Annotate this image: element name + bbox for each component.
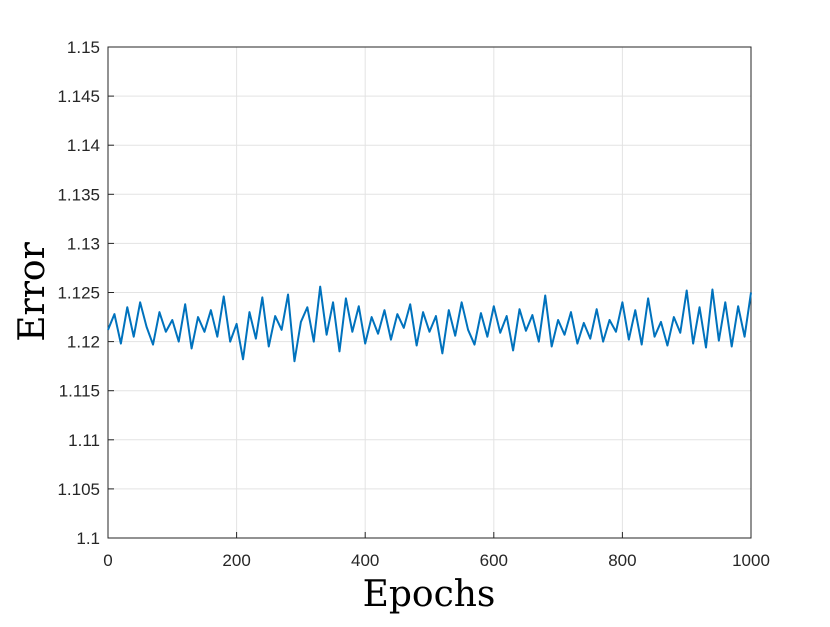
y-tick-label: 1.1 [76,529,100,548]
x-tick-label: 600 [480,551,508,570]
y-tick-label: 1.115 [59,382,100,401]
x-axis-label: Epochs [363,574,496,615]
y-tick-label: 1.13 [67,234,100,253]
y-tick-label: 1.11 [68,431,100,450]
x-tick-label: 200 [222,551,250,570]
x-tick-label: 0 [103,551,112,570]
data-line [107,285,752,363]
x-tick-label: 800 [608,551,636,570]
x-tick-label: 400 [351,551,379,570]
y-tick-label: 1.14 [67,136,100,155]
y-tick-label: 1.125 [57,284,100,303]
y-tick-label: 1.145 [57,87,100,106]
y-tick-label: 1.135 [57,185,100,204]
x-tick-label: 1000 [732,551,770,570]
y-tick-label: 1.12 [67,333,100,352]
y-tick-label: 1.15 [67,38,100,57]
y-tick-label: 1.105 [57,480,100,499]
y-axis-label: Error [12,241,53,341]
